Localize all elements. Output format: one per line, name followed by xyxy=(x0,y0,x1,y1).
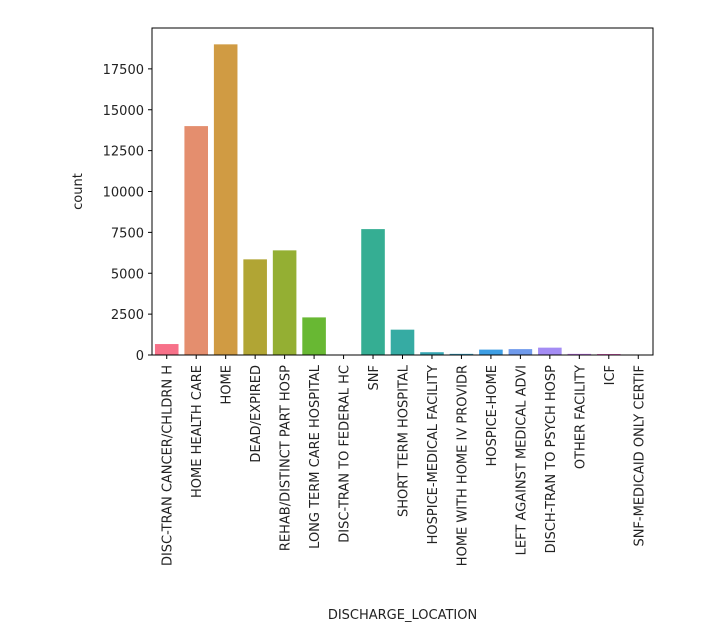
x-axis: DISC-TRAN CANCER/CHLDRN H HOME HEALTH CAR… xyxy=(161,355,648,566)
bars-layer xyxy=(155,44,650,355)
y-tick-label: 10000 xyxy=(103,186,144,201)
y-tick-label: 12500 xyxy=(103,145,144,160)
bar xyxy=(361,229,385,355)
x-tick-label: DISC-TRAN CANCER/CHLDRN H xyxy=(161,365,176,566)
bar xyxy=(479,350,503,355)
x-tick-label: ICF xyxy=(603,365,618,385)
y-axis-label: count xyxy=(71,173,86,210)
y-axis: 0 2500 5000 7500 10000 12500 15000 17500 xyxy=(103,63,152,364)
bar xyxy=(302,317,326,355)
bar xyxy=(184,126,208,355)
bar xyxy=(243,259,267,355)
bar xyxy=(391,330,415,355)
x-tick-label: LONG TERM CARE HOSPITAL xyxy=(308,364,323,549)
y-tick-label: 5000 xyxy=(111,267,144,282)
x-tick-label: SNF xyxy=(367,365,382,390)
x-tick-label: SNF-MEDICAID ONLY CERTIF xyxy=(632,365,647,547)
x-tick-label: HOME HEALTH CARE xyxy=(190,365,205,498)
x-axis-label: DISCHARGE_LOCATION xyxy=(328,608,477,623)
x-tick-label: DISC-TRAN TO FEDERAL HC xyxy=(338,365,353,543)
x-tick-label: SHORT TERM HOSPITAL xyxy=(397,364,412,517)
bar xyxy=(155,344,179,355)
y-tick-label: 2500 xyxy=(111,308,144,323)
x-tick-label: HOME xyxy=(220,365,235,404)
y-tick-label: 0 xyxy=(136,349,144,364)
x-tick-label: LEFT AGAINST MEDICAL ADVI xyxy=(514,365,529,555)
y-tick-label: 17500 xyxy=(103,63,144,78)
x-tick-label: HOME WITH HOME IV PROVIDR xyxy=(455,365,470,566)
x-tick-label: OTHER FACILITY xyxy=(573,365,588,469)
x-tick-label: HOSPICE-MEDICAL FACILITY xyxy=(426,365,441,544)
x-tick-label: HOSPICE-HOME xyxy=(485,365,500,466)
x-tick-label: DEAD/EXPIRED xyxy=(249,365,264,463)
bar xyxy=(538,348,562,355)
x-tick-label: REHAB/DISTINCT PART HOSP xyxy=(279,365,294,551)
y-tick-label: 7500 xyxy=(111,226,144,241)
bar xyxy=(214,44,238,355)
y-tick-label: 15000 xyxy=(103,104,144,119)
bar xyxy=(273,250,297,355)
bar xyxy=(509,349,533,355)
x-tick-label: DISCH-TRAN TO PSYCH HOSP xyxy=(544,365,559,554)
